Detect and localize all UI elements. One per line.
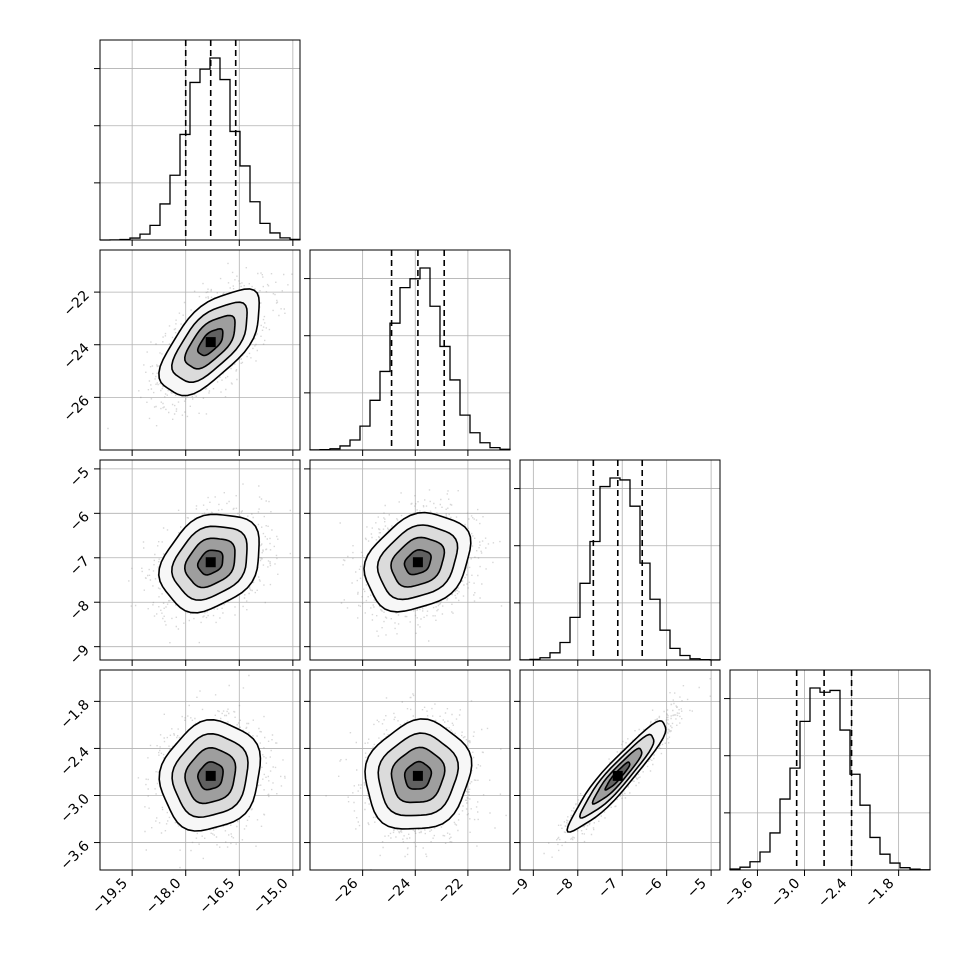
x-tick-label-0-3: −15.0 <box>250 876 292 918</box>
contour-3-1-1 <box>377 732 460 817</box>
hist-frame-3 <box>729 669 931 871</box>
scatter-points-1-0 <box>107 262 293 430</box>
contour-2-1-1 <box>376 524 459 601</box>
x-tick-label-3-1: −3.0 <box>768 876 803 911</box>
histogram-1 <box>309 267 511 451</box>
hist-panel-3 <box>724 669 931 871</box>
x-tick-label-3-3: −1.8 <box>862 876 897 911</box>
contour-3-1-3 <box>403 760 433 790</box>
contour-1-0-3 <box>196 327 224 357</box>
y-tick-label-3-1: −3.0 <box>57 791 92 826</box>
hist-frame-1 <box>309 249 511 451</box>
density-peak-3-1 <box>412 770 423 781</box>
density-peak-1-0 <box>205 337 216 348</box>
contour-3-2-0 <box>566 719 667 833</box>
scatter-frame-3-0 <box>99 669 301 871</box>
scatter-panel-3-2 <box>519 669 721 871</box>
y-tick-label-3-0: −3.6 <box>57 838 92 873</box>
x-tick-label-1-1: −24 <box>382 875 414 907</box>
contour-3-0-2 <box>184 746 237 805</box>
y-tick-label-3-3: −1.8 <box>57 697 92 732</box>
y-tick-label-2-3: −6 <box>67 509 93 535</box>
contour-2-0-3 <box>196 549 224 576</box>
hist-panel-2 <box>514 459 721 661</box>
scatter-panel-1-0 <box>99 249 301 451</box>
scatter-frame-3-2 <box>519 669 721 871</box>
density-peak-3-0 <box>205 770 216 781</box>
x-tick-label-0-0: −19.5 <box>89 876 131 918</box>
x-tick-label-1-0: −26 <box>329 875 361 907</box>
contour-3-0-0 <box>158 718 262 832</box>
y-tick-label-2-2: −7 <box>67 553 93 579</box>
contour-1-0-1 <box>170 301 248 384</box>
x-tick-label-0-1: −18.0 <box>143 876 185 918</box>
contour-3-2-3 <box>604 761 631 791</box>
density-peak-3-2 <box>612 770 623 781</box>
scatter-frame-3-1 <box>309 669 511 871</box>
contour-2-0-0 <box>157 513 260 614</box>
contour-3-0-3 <box>196 761 224 791</box>
hist-frame-2 <box>519 459 721 661</box>
scatter-panel-3-1 <box>309 669 511 871</box>
scatter-panel-2-1 <box>309 459 511 661</box>
y-tick-label-1-2: −22 <box>61 288 93 320</box>
contour-3-2-1 <box>578 733 655 819</box>
y-tick-label-2-1: −8 <box>67 598 93 624</box>
histogram-2 <box>519 477 721 661</box>
scatter-panel-2-0 <box>99 459 301 661</box>
scatter-frame-2-0 <box>99 459 301 661</box>
x-tick-label-3-0: −3.6 <box>721 875 756 910</box>
y-tick-label-3-2: −2.4 <box>57 744 92 779</box>
scatter-panel-3-0 <box>99 669 301 871</box>
contour-2-1-2 <box>390 536 446 588</box>
y-tick-label-1-0: −26 <box>61 393 93 425</box>
x-tick-label-0-2: −16.5 <box>196 876 238 918</box>
x-tick-label-1-2: −22 <box>435 876 467 908</box>
contour-3-1-2 <box>390 746 446 804</box>
hist-panel-0 <box>94 39 301 241</box>
y-tick-label-1-1: −24 <box>61 340 93 372</box>
x-tick-label-2-0: −9 <box>506 876 532 902</box>
x-tick-label-3-2: −2.4 <box>815 875 850 910</box>
contour-3-2-2 <box>591 747 643 805</box>
histogram-3 <box>729 687 931 871</box>
y-tick-label-2-0: −9 <box>67 642 93 668</box>
contour-3-1-0 <box>364 718 473 830</box>
x-tick-label-2-3: −6 <box>640 875 666 901</box>
histogram-0 <box>99 57 301 241</box>
x-tick-label-2-4: −5 <box>684 876 710 902</box>
contour-1-0-0 <box>158 288 261 397</box>
x-tick-label-2-2: −7 <box>595 876 621 902</box>
x-tick-label-2-1: −8 <box>551 876 577 902</box>
contour-2-1-3 <box>403 548 432 576</box>
contour-3-0-1 <box>171 732 249 819</box>
contour-2-0-1 <box>170 525 248 601</box>
contour-1-0-2 <box>183 314 236 370</box>
density-peak-2-1 <box>412 557 423 568</box>
contour-2-1-0 <box>363 511 472 613</box>
hist-frame-0 <box>99 39 301 241</box>
y-tick-label-2-4: −5 <box>67 464 93 490</box>
hist-panel-1 <box>304 249 511 451</box>
contour-2-0-2 <box>183 537 236 589</box>
density-peak-2-0 <box>205 557 216 568</box>
scatter-frame-1-0 <box>99 249 301 451</box>
scatter-frame-2-1 <box>309 459 511 661</box>
